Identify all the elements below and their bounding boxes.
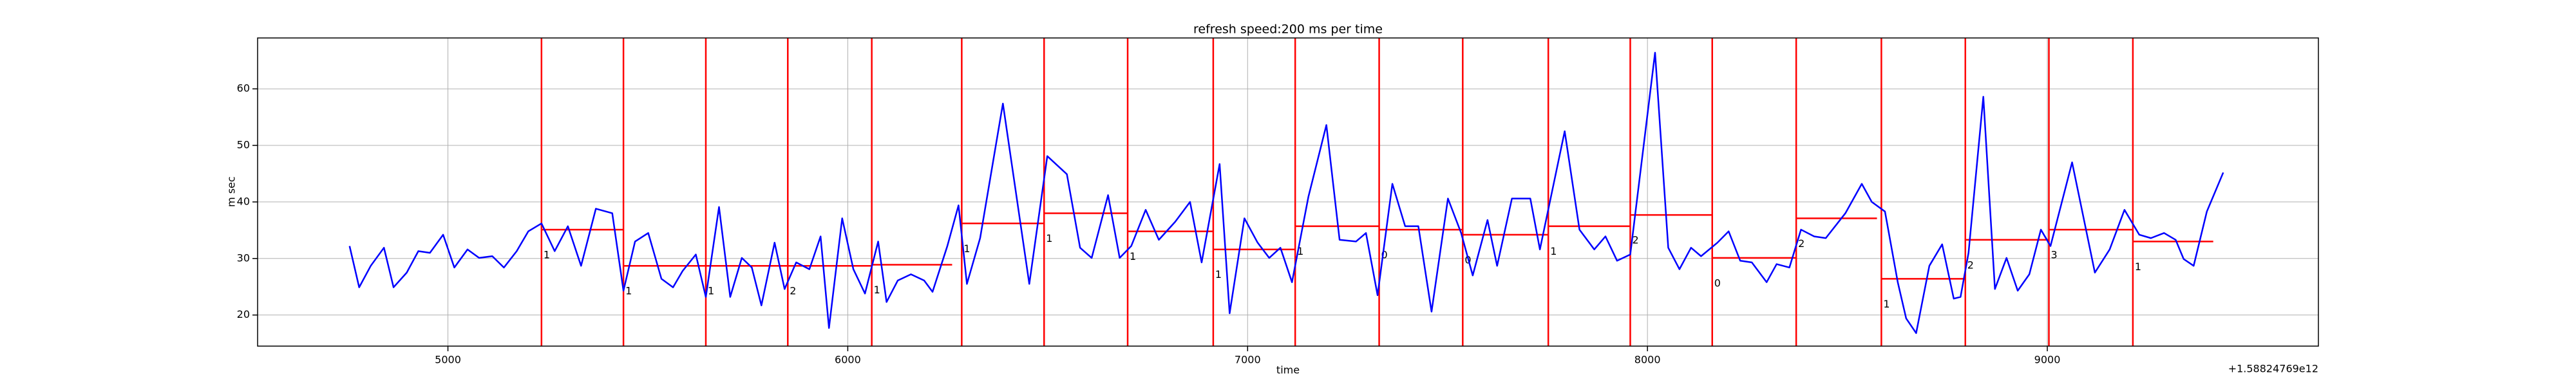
x-tick-label: 7000 bbox=[1235, 354, 1261, 366]
y-tick-label: 30 bbox=[237, 252, 250, 264]
y-tick-label: 20 bbox=[237, 308, 250, 320]
segment-label: 1 bbox=[874, 284, 880, 296]
segment-label: 2 bbox=[1632, 234, 1638, 246]
x-axis-label: time bbox=[1276, 364, 1300, 376]
segment-label: 1 bbox=[963, 243, 970, 255]
x-tick-label: 5000 bbox=[435, 354, 461, 366]
axes-frame bbox=[257, 37, 2319, 347]
segment-label: 1 bbox=[1883, 298, 1889, 310]
segment-label: 2 bbox=[1967, 259, 1974, 271]
y-axis-label: m sec bbox=[225, 176, 238, 207]
x-tick-label: 8000 bbox=[1634, 354, 1661, 366]
segment-label: 0 bbox=[1381, 248, 1388, 261]
segment-label: 1 bbox=[1046, 232, 1052, 244]
y-tick-label: 60 bbox=[237, 82, 250, 95]
segment-label: 1 bbox=[625, 285, 632, 297]
chart-title: refresh speed:200 ms per time bbox=[1193, 23, 1383, 37]
segment-label: 1 bbox=[544, 248, 550, 261]
x-tick-label: 6000 bbox=[835, 354, 861, 366]
segment-label: 2 bbox=[790, 285, 796, 297]
segment-label: 3 bbox=[2051, 248, 2058, 261]
segment-label: 2 bbox=[1798, 237, 1804, 250]
segment-label: 1 bbox=[1297, 245, 1303, 257]
segment-label: 1 bbox=[2135, 261, 2141, 273]
x-tick-label: 9000 bbox=[2034, 354, 2061, 366]
offset-text: +1.58824769e12 bbox=[2228, 363, 2318, 375]
segment-label: 0 bbox=[1714, 277, 1721, 289]
segment-label: 1 bbox=[1550, 245, 1557, 257]
segment-label: 1 bbox=[1130, 250, 1136, 262]
segment-label: 1 bbox=[708, 285, 714, 297]
y-tick-label: 40 bbox=[237, 195, 250, 207]
data-line bbox=[348, 51, 2224, 335]
y-tick-label: 50 bbox=[237, 138, 250, 151]
segment-label: 1 bbox=[1215, 268, 1222, 280]
